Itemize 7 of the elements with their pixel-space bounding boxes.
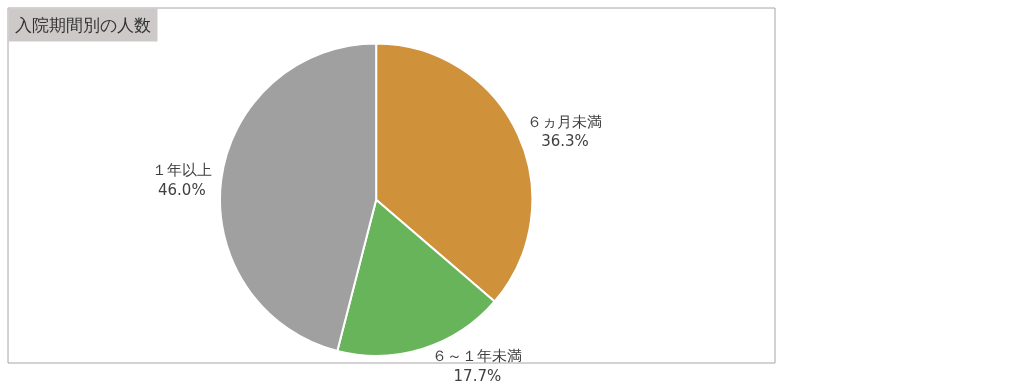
data-label: 36.3% <box>541 132 589 151</box>
chart-title: 入院期間別の人数 <box>15 15 151 35</box>
slice-label: ６～１年未満 <box>432 347 523 366</box>
slice-label: ６ヵ月未満 <box>527 112 603 131</box>
data-label: 17.7% <box>453 366 502 385</box>
data-label: 46.0% <box>157 180 206 199</box>
slice-label: １年以上 <box>151 161 212 180</box>
